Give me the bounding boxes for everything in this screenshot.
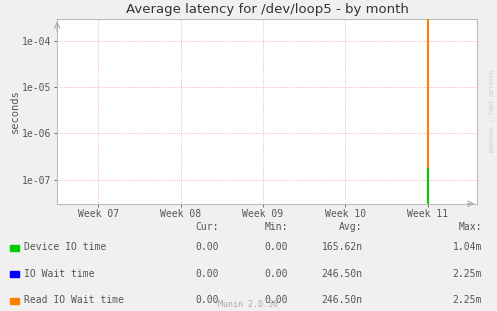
Text: 0.00: 0.00 <box>195 243 219 253</box>
Text: Cur:: Cur: <box>195 222 219 232</box>
Text: Read IO Wait time: Read IO Wait time <box>24 295 124 305</box>
Text: Min:: Min: <box>265 222 288 232</box>
Text: 0.00: 0.00 <box>265 295 288 305</box>
Text: 165.62n: 165.62n <box>322 243 363 253</box>
Text: 1.04m: 1.04m <box>453 243 482 253</box>
Text: 246.50n: 246.50n <box>322 269 363 279</box>
Text: Max:: Max: <box>459 222 482 232</box>
Text: Munin 2.0.56: Munin 2.0.56 <box>219 299 278 309</box>
Text: 246.50n: 246.50n <box>322 295 363 305</box>
Y-axis label: seconds: seconds <box>9 89 19 133</box>
Text: IO Wait time: IO Wait time <box>24 269 94 279</box>
Text: 0.00: 0.00 <box>195 269 219 279</box>
Text: 0.00: 0.00 <box>265 243 288 253</box>
Text: 0.00: 0.00 <box>195 295 219 305</box>
Text: 2.25m: 2.25m <box>453 269 482 279</box>
Text: Avg:: Avg: <box>339 222 363 232</box>
Title: Average latency for /dev/loop5 - by month: Average latency for /dev/loop5 - by mont… <box>126 3 409 16</box>
Text: RRDTOOL / TOBI OETIKER: RRDTOOL / TOBI OETIKER <box>490 70 495 152</box>
Text: 0.00: 0.00 <box>265 269 288 279</box>
Text: Device IO time: Device IO time <box>24 243 106 253</box>
Text: 2.25m: 2.25m <box>453 295 482 305</box>
